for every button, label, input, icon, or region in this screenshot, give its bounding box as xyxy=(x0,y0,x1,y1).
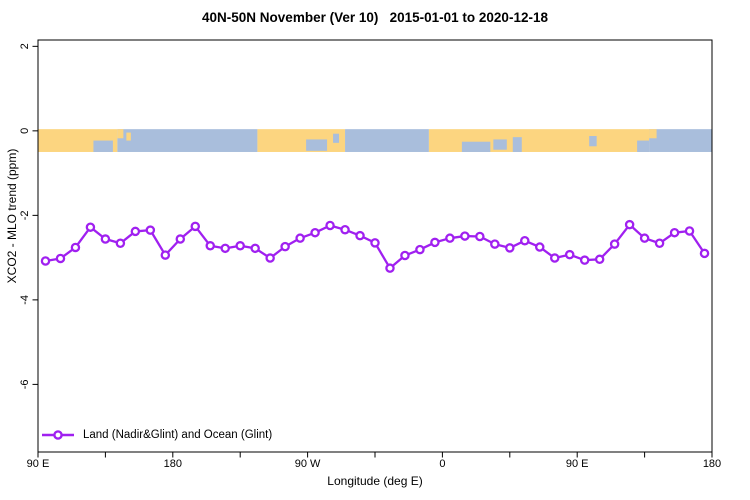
series-marker xyxy=(100,234,111,244)
y-tick-label: -4 xyxy=(19,295,31,305)
series-marker xyxy=(160,250,171,260)
series-marker xyxy=(130,226,141,237)
y-axis-title: XCO2 - MLO trend (ppm) xyxy=(5,148,19,284)
series-marker xyxy=(310,227,320,238)
series-marker xyxy=(145,225,156,235)
map-band-segment-ocean xyxy=(649,129,712,152)
series-marker xyxy=(190,221,201,232)
series-marker xyxy=(549,253,560,263)
series-marker xyxy=(639,233,650,243)
map-band-patch-land xyxy=(126,132,131,141)
x-axis-title: Longitude (deg E) xyxy=(327,474,423,488)
series-marker xyxy=(325,220,335,231)
series-marker xyxy=(490,239,500,249)
map-band-patch-land xyxy=(649,129,657,139)
x-tick-label: 180 xyxy=(164,458,182,470)
series-marker xyxy=(684,226,695,236)
x-tick-label: 90 W xyxy=(295,458,321,470)
legend-label: Land (Nadir&Glint) and Ocean (Glint) xyxy=(83,429,273,441)
series-marker xyxy=(250,243,260,254)
y-tick-label: 2 xyxy=(19,43,31,49)
map-band-patch-ocean xyxy=(93,140,113,152)
map-band-segment-ocean xyxy=(345,129,429,152)
map-band-patch-ocean xyxy=(461,141,491,152)
map-band-patch-land xyxy=(117,129,124,139)
series-marker xyxy=(205,241,215,251)
map-band-patch-ocean xyxy=(589,136,597,147)
series-marker xyxy=(70,242,81,253)
x-tick-label: 90 E xyxy=(27,458,50,470)
series-marker xyxy=(280,241,290,252)
chart-title: 40N-50N November (Ver 10) 2015-01-01 to … xyxy=(202,10,548,25)
series-marker xyxy=(594,254,605,265)
series-marker xyxy=(430,237,440,248)
map-band-segment-land xyxy=(257,129,346,152)
series-marker xyxy=(220,243,230,254)
map-band-patch-ocean xyxy=(493,139,507,150)
series-marker xyxy=(535,242,545,252)
series-marker xyxy=(579,255,590,265)
series-marker xyxy=(445,233,455,243)
series-marker xyxy=(415,244,425,255)
series-marker xyxy=(475,231,485,242)
map-band-patch-ocean xyxy=(512,137,522,152)
series-marker xyxy=(340,224,350,235)
series-marker xyxy=(370,238,380,248)
series-marker xyxy=(699,248,710,259)
y-tick-label: -2 xyxy=(19,210,31,220)
series-marker xyxy=(115,238,126,249)
series-marker xyxy=(295,233,305,243)
map-band-patch-ocean xyxy=(306,139,328,151)
series-marker xyxy=(564,249,575,260)
series-marker xyxy=(385,263,395,273)
series-marker xyxy=(85,222,96,232)
series-marker xyxy=(235,241,245,251)
series-marker xyxy=(175,234,186,244)
series-marker xyxy=(265,253,275,263)
series-marker xyxy=(460,231,470,241)
series-marker xyxy=(520,235,530,246)
series-marker xyxy=(505,243,515,253)
series-marker xyxy=(40,256,51,266)
y-tick-label: 0 xyxy=(19,128,31,134)
series-marker xyxy=(654,238,665,249)
map-band-patch-ocean xyxy=(637,140,650,152)
x-tick-label: 0 xyxy=(439,458,445,470)
legend-line-marker-icon xyxy=(42,430,74,440)
legend-marker xyxy=(53,430,63,440)
legend: Land (Nadir&Glint) and Ocean (Glint) xyxy=(41,429,272,441)
series-marker xyxy=(400,250,410,261)
series-marker xyxy=(609,239,620,249)
y-tick-label: -6 xyxy=(19,379,31,389)
series-marker xyxy=(624,219,635,230)
map-band-patch-ocean xyxy=(333,133,340,143)
map-band-segment-ocean xyxy=(117,129,258,152)
series-marker xyxy=(55,253,66,264)
x-tick-label: 90 E xyxy=(566,458,589,470)
series-marker xyxy=(355,230,365,241)
series-marker xyxy=(669,227,680,238)
x-tick-label: 180 xyxy=(703,458,721,470)
